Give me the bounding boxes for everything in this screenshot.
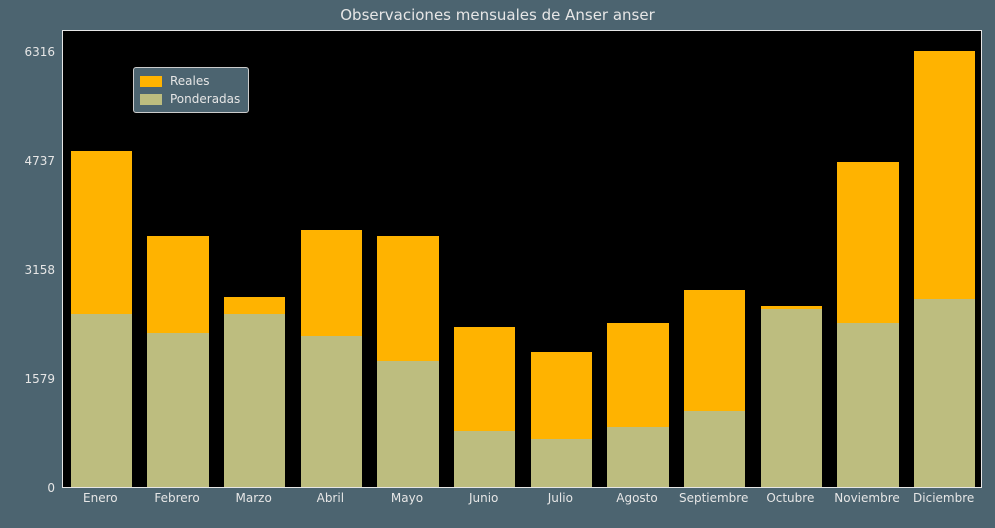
xtick-label: Febrero bbox=[154, 491, 199, 505]
bar-ponderadas-10 bbox=[837, 323, 898, 487]
bar-ponderadas-2 bbox=[224, 314, 285, 487]
figure: Observaciones mensuales de Anser anser R… bbox=[0, 0, 995, 528]
ytick-label: 4737 bbox=[5, 154, 55, 168]
xtick-label: Julio bbox=[548, 491, 573, 505]
bar-ponderadas-11 bbox=[914, 299, 975, 487]
bar-ponderadas-3 bbox=[301, 336, 362, 487]
xtick-label: Enero bbox=[83, 491, 118, 505]
legend-item-reales: Reales bbox=[140, 72, 240, 90]
bar-ponderadas-8 bbox=[684, 411, 745, 487]
ytick-label: 0 bbox=[5, 481, 55, 495]
xtick-label: Mayo bbox=[391, 491, 423, 505]
xtick-label: Junio bbox=[469, 491, 498, 505]
chart-title: Observaciones mensuales de Anser anser bbox=[0, 6, 995, 24]
legend: Reales Ponderadas bbox=[133, 67, 249, 113]
legend-swatch-ponderadas bbox=[140, 94, 162, 105]
ytick-label: 1579 bbox=[5, 372, 55, 386]
bar-ponderadas-7 bbox=[607, 427, 668, 487]
legend-label-reales: Reales bbox=[170, 74, 210, 88]
xtick-label: Agosto bbox=[616, 491, 657, 505]
legend-label-ponderadas: Ponderadas bbox=[170, 92, 240, 106]
bar-ponderadas-6 bbox=[531, 439, 592, 487]
xtick-label: Noviembre bbox=[834, 491, 900, 505]
bar-ponderadas-0 bbox=[71, 314, 132, 487]
xtick-label: Septiembre bbox=[679, 491, 748, 505]
bar-ponderadas-4 bbox=[377, 361, 438, 487]
xtick-label: Diciembre bbox=[913, 491, 974, 505]
plot-area: Reales Ponderadas bbox=[62, 30, 982, 488]
bar-ponderadas-1 bbox=[147, 333, 208, 487]
legend-item-ponderadas: Ponderadas bbox=[140, 90, 240, 108]
xtick-label: Marzo bbox=[236, 491, 272, 505]
bar-ponderadas-9 bbox=[761, 309, 822, 487]
xtick-label: Octubre bbox=[766, 491, 814, 505]
xtick-label: Abril bbox=[317, 491, 344, 505]
bar-ponderadas-5 bbox=[454, 431, 515, 487]
ytick-label: 6316 bbox=[5, 45, 55, 59]
legend-swatch-reales bbox=[140, 76, 162, 87]
ytick-label: 3158 bbox=[5, 263, 55, 277]
